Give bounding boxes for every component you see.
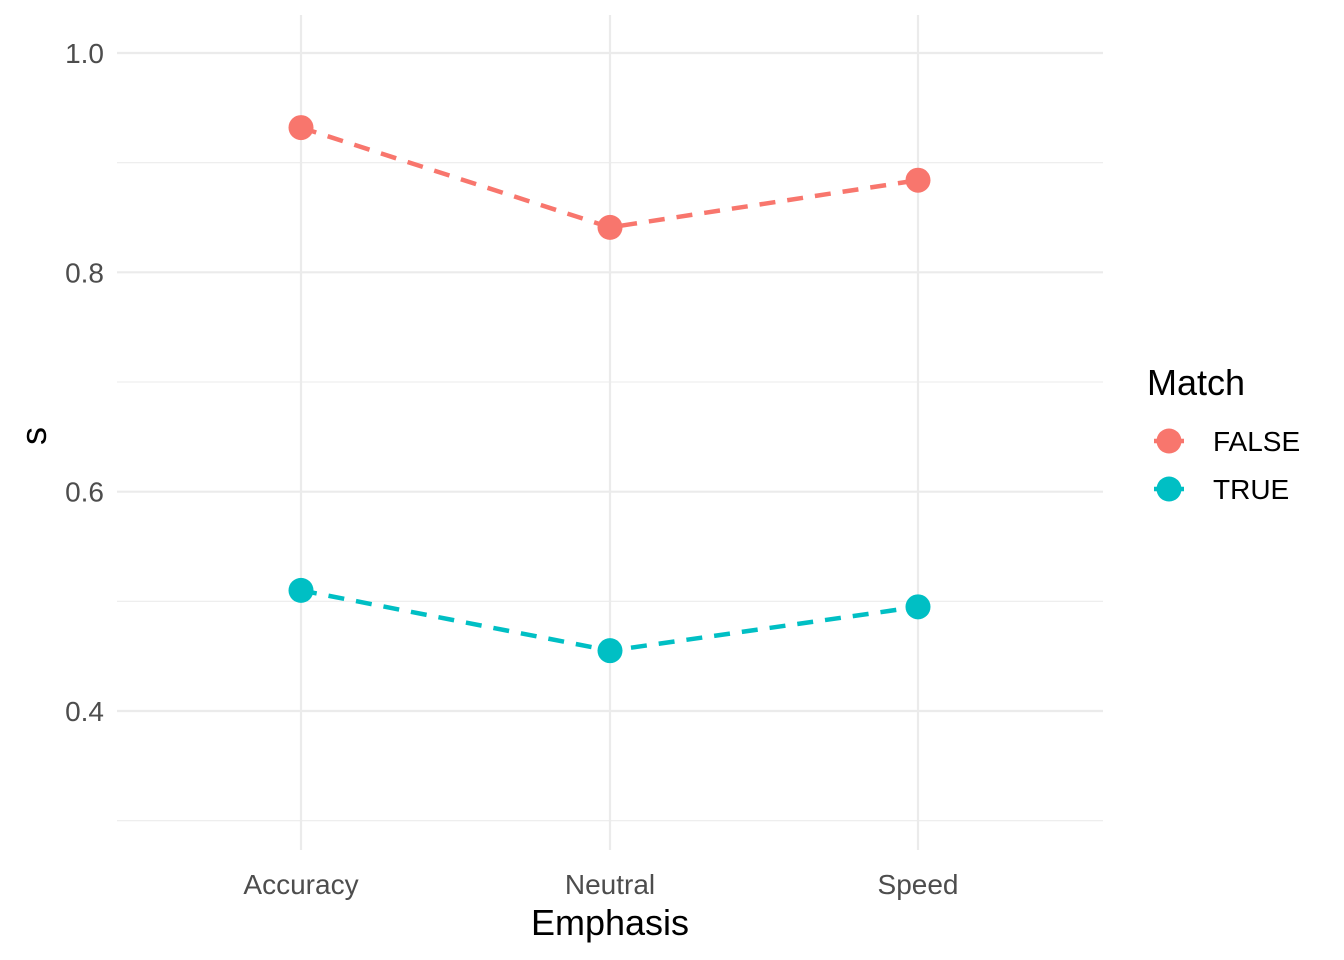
legend-label: TRUE bbox=[1213, 474, 1289, 505]
data-point bbox=[597, 214, 623, 240]
legend-key-point bbox=[1156, 476, 1182, 502]
x-tick-label: Speed bbox=[878, 869, 959, 900]
y-axis-title: s bbox=[13, 427, 54, 445]
legend-item: TRUE bbox=[1154, 474, 1289, 505]
legend-item: FALSE bbox=[1154, 426, 1300, 457]
x-tick-label: Accuracy bbox=[243, 869, 358, 900]
series-line bbox=[300, 125, 919, 230]
y-tick-label: 0.6 bbox=[65, 477, 104, 508]
data-point bbox=[905, 594, 931, 620]
series-layer bbox=[288, 115, 931, 664]
data-point bbox=[597, 638, 623, 664]
y-tick-labels: 0.4 0.6 0.8 1.0 bbox=[65, 38, 104, 727]
x-axis-title: Emphasis bbox=[531, 902, 689, 943]
series-true bbox=[288, 577, 931, 664]
x-tick-labels: Accuracy Neutral Speed bbox=[243, 869, 958, 900]
legend-title: Match bbox=[1147, 362, 1245, 403]
y-tick-label: 1.0 bbox=[65, 38, 104, 69]
data-point bbox=[905, 167, 931, 193]
legend-label: FALSE bbox=[1213, 426, 1300, 457]
grid-layer bbox=[117, 15, 1103, 850]
series-false bbox=[288, 115, 931, 240]
legend: Match FALSE TRUE bbox=[1147, 362, 1300, 505]
data-point bbox=[288, 115, 314, 141]
legend-items: FALSE TRUE bbox=[1154, 426, 1300, 505]
y-tick-label: 0.8 bbox=[65, 257, 104, 288]
y-tick-label: 0.4 bbox=[65, 696, 104, 727]
data-point bbox=[288, 577, 314, 603]
legend-key-point bbox=[1156, 428, 1182, 454]
x-tick-label: Neutral bbox=[565, 869, 655, 900]
